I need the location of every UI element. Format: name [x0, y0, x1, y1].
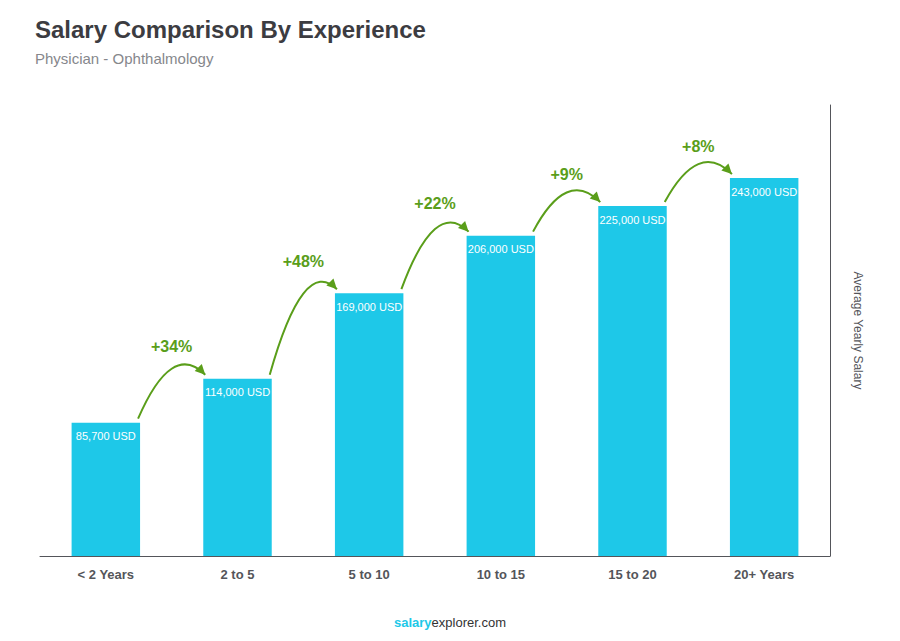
- svg-text:salary: salary: [394, 615, 432, 630]
- svg-text:Physician - Ophthalmology: Physician - Ophthalmology: [35, 50, 214, 67]
- svg-text:< 2 Years: < 2 Years: [78, 567, 135, 582]
- svg-text:explorer.com: explorer.com: [432, 615, 506, 630]
- svg-text:+8%: +8%: [682, 138, 714, 155]
- svg-text:+22%: +22%: [414, 195, 455, 212]
- svg-text:5 to 10: 5 to 10: [349, 567, 390, 582]
- svg-text:206,000 USD: 206,000 USD: [468, 243, 534, 255]
- svg-text:169,000 USD: 169,000 USD: [336, 301, 402, 313]
- svg-text:10 to 15: 10 to 15: [477, 567, 525, 582]
- svg-text:+9%: +9%: [550, 166, 582, 183]
- svg-text:+48%: +48%: [283, 253, 324, 270]
- svg-text:Salary Comparison By Experienc: Salary Comparison By Experience: [35, 16, 426, 43]
- svg-text:20+ Years: 20+ Years: [734, 567, 794, 582]
- svg-text:85,700 USD: 85,700 USD: [76, 430, 136, 442]
- svg-text:+34%: +34%: [151, 338, 192, 355]
- svg-text:Average Yearly Salary: Average Yearly Salary: [851, 272, 865, 390]
- svg-text:2 to 5: 2 to 5: [221, 567, 255, 582]
- svg-text:114,000 USD: 114,000 USD: [205, 386, 270, 398]
- svg-text:15 to 20: 15 to 20: [608, 567, 656, 582]
- svg-text:225,000 USD: 225,000 USD: [599, 214, 665, 226]
- svg-text:243,000 USD: 243,000 USD: [731, 186, 797, 198]
